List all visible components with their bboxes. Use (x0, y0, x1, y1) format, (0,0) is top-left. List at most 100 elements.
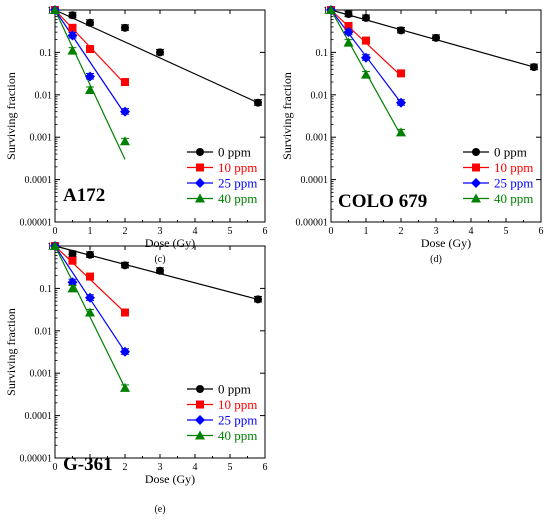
data-point-10-ppm (68, 23, 77, 32)
x-axis-title: Dose (Gy) (421, 236, 471, 250)
y-tick-label: 0.0001 (25, 175, 53, 186)
data-point-10-ppm (86, 272, 94, 281)
y-tick-label: 0.01 (35, 90, 53, 101)
x-tick-label: 2 (399, 226, 404, 237)
x-tick-label: 1 (364, 226, 369, 237)
y-tick-label: 0.00001 (20, 218, 53, 229)
cell-line-label: G-361 (63, 454, 113, 475)
y-tick-label: 1 (47, 6, 52, 17)
data-point-25-ppm (85, 71, 95, 82)
data-point-10-ppm (86, 45, 94, 54)
y-tick-label: 0.1 (40, 48, 53, 59)
x-tick-label: 5 (228, 226, 233, 237)
x-tick-label: 3 (158, 226, 163, 237)
x-axis-title: Dose (Gy) (145, 236, 195, 250)
x-tick-label: 6 (263, 226, 268, 237)
legend-marker (472, 148, 480, 156)
data-point-25-ppm (361, 52, 371, 63)
legend-label: 40 ppm (218, 191, 257, 206)
legend-marker (472, 163, 480, 172)
y-axis-title: Surviving fraction (4, 72, 18, 160)
legend-marker (196, 163, 204, 172)
legend-label: 25 ppm (218, 176, 257, 191)
data-point-0-ppm (121, 23, 129, 32)
chart-panel-e: 0 1 2 3 4 5 6 1 0.1 0.01 0.001 0.0001 0.00001 Dose (G… (4, 241, 268, 515)
data-point-25-ppm (67, 277, 78, 288)
x-axis-title: Dose (Gy) (145, 472, 195, 486)
data-point-0-ppm (254, 98, 262, 107)
x-tick-label: 3 (434, 226, 439, 237)
y-tick-label: 0.001 (30, 133, 53, 144)
data-point-10-ppm (68, 256, 77, 265)
data-point-40-ppm (396, 127, 406, 137)
legend-label: 0 ppm (494, 145, 527, 160)
data-point-40-ppm (50, 241, 60, 250)
x-tick-label: 0 (53, 226, 58, 237)
cell-line-label: A172 (63, 185, 105, 206)
x-tick-label: 1 (88, 226, 93, 237)
fit-line-40-ppm (54, 9, 126, 160)
y-tick-label: 0.01 (35, 326, 53, 337)
data-point-40-ppm (120, 382, 130, 392)
data-point-0-ppm (432, 33, 440, 42)
legend-label: 10 ppm (494, 160, 533, 175)
x-tick-label: 2 (123, 462, 128, 473)
x-tick-label: 4 (193, 462, 198, 473)
data-point-10-ppm (121, 308, 129, 317)
y-axis-title: Surviving fraction (4, 308, 18, 396)
x-tick-label: 3 (158, 462, 163, 473)
legend-label: 40 ppm (218, 428, 257, 443)
x-tick-label: 1 (88, 462, 93, 473)
data-point-0-ppm (86, 250, 94, 259)
data-point-40-ppm (361, 69, 371, 79)
x-tick-label: 5 (504, 226, 509, 237)
legend-marker (195, 193, 205, 203)
y-tick-label: 0.0001 (25, 411, 53, 422)
legend-marker (195, 178, 205, 188)
data-point-10-ppm (121, 78, 129, 87)
x-tick-label: 2 (123, 226, 128, 237)
data-point-0-ppm (86, 18, 94, 27)
x-tick-label: 4 (469, 226, 474, 237)
data-point-25-ppm (396, 97, 406, 108)
chart-panel-d: 0 1 2 3 4 5 6 1 0.1 0.01 0.001 0.0001 0.00001 Dose (G… (280, 5, 544, 265)
data-point-25-ppm (85, 292, 95, 303)
legend-marker (195, 415, 205, 425)
panel-label: (c) (154, 254, 165, 265)
data-point-40-ppm (326, 5, 336, 14)
legend-label: 10 ppm (218, 397, 257, 412)
data-point-0-ppm (254, 295, 262, 304)
y-tick-label: 0.0001 (301, 175, 329, 186)
cell-line-label: COLO 679 (338, 191, 427, 212)
y-axis-title: Surviving fraction (280, 72, 294, 160)
legend-marker (471, 178, 481, 188)
data-point-25-ppm (343, 27, 354, 38)
legend-marker (195, 430, 205, 440)
x-tick-label: 6 (263, 462, 268, 473)
legend-marker (196, 400, 204, 409)
y-tick-label: 0.001 (306, 133, 329, 144)
y-tick-label: 0.1 (316, 48, 329, 59)
data-point-10-ppm (362, 36, 370, 45)
x-tick-label: 0 (53, 462, 58, 473)
data-point-40-ppm (67, 45, 78, 55)
data-point-0-ppm (344, 10, 353, 19)
data-point-40-ppm (50, 5, 60, 14)
data-point-25-ppm (120, 346, 130, 357)
fit-line-25-ppm (54, 9, 126, 115)
data-point-40-ppm (85, 307, 95, 317)
data-point-0-ppm (530, 63, 538, 72)
legend-label: 25 ppm (494, 176, 533, 191)
legend-label: 40 ppm (494, 191, 533, 206)
legend-label: 0 ppm (218, 382, 251, 397)
legend-marker (471, 193, 481, 203)
data-point-0-ppm (156, 266, 164, 275)
panel-label: (e) (154, 504, 165, 515)
data-point-0-ppm (397, 26, 405, 35)
data-point-40-ppm (85, 84, 95, 94)
x-tick-label: 6 (539, 226, 544, 237)
legend-marker (196, 148, 204, 156)
legend-label: 10 ppm (218, 160, 257, 175)
data-point-25-ppm (120, 106, 130, 117)
